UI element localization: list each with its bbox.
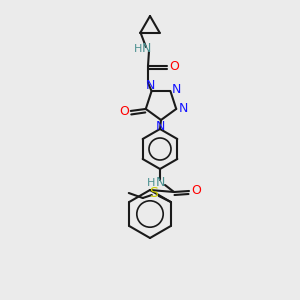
Text: N: N bbox=[178, 102, 188, 116]
Text: N: N bbox=[155, 119, 165, 133]
Text: O: O bbox=[191, 184, 201, 197]
Text: N: N bbox=[155, 176, 165, 190]
Text: N: N bbox=[141, 43, 151, 56]
Text: H: H bbox=[134, 44, 142, 54]
Text: N: N bbox=[146, 79, 155, 92]
Text: N: N bbox=[172, 82, 181, 96]
Text: S: S bbox=[149, 186, 158, 200]
Text: H: H bbox=[147, 178, 155, 188]
Text: O: O bbox=[169, 59, 179, 73]
Text: O: O bbox=[119, 105, 129, 119]
